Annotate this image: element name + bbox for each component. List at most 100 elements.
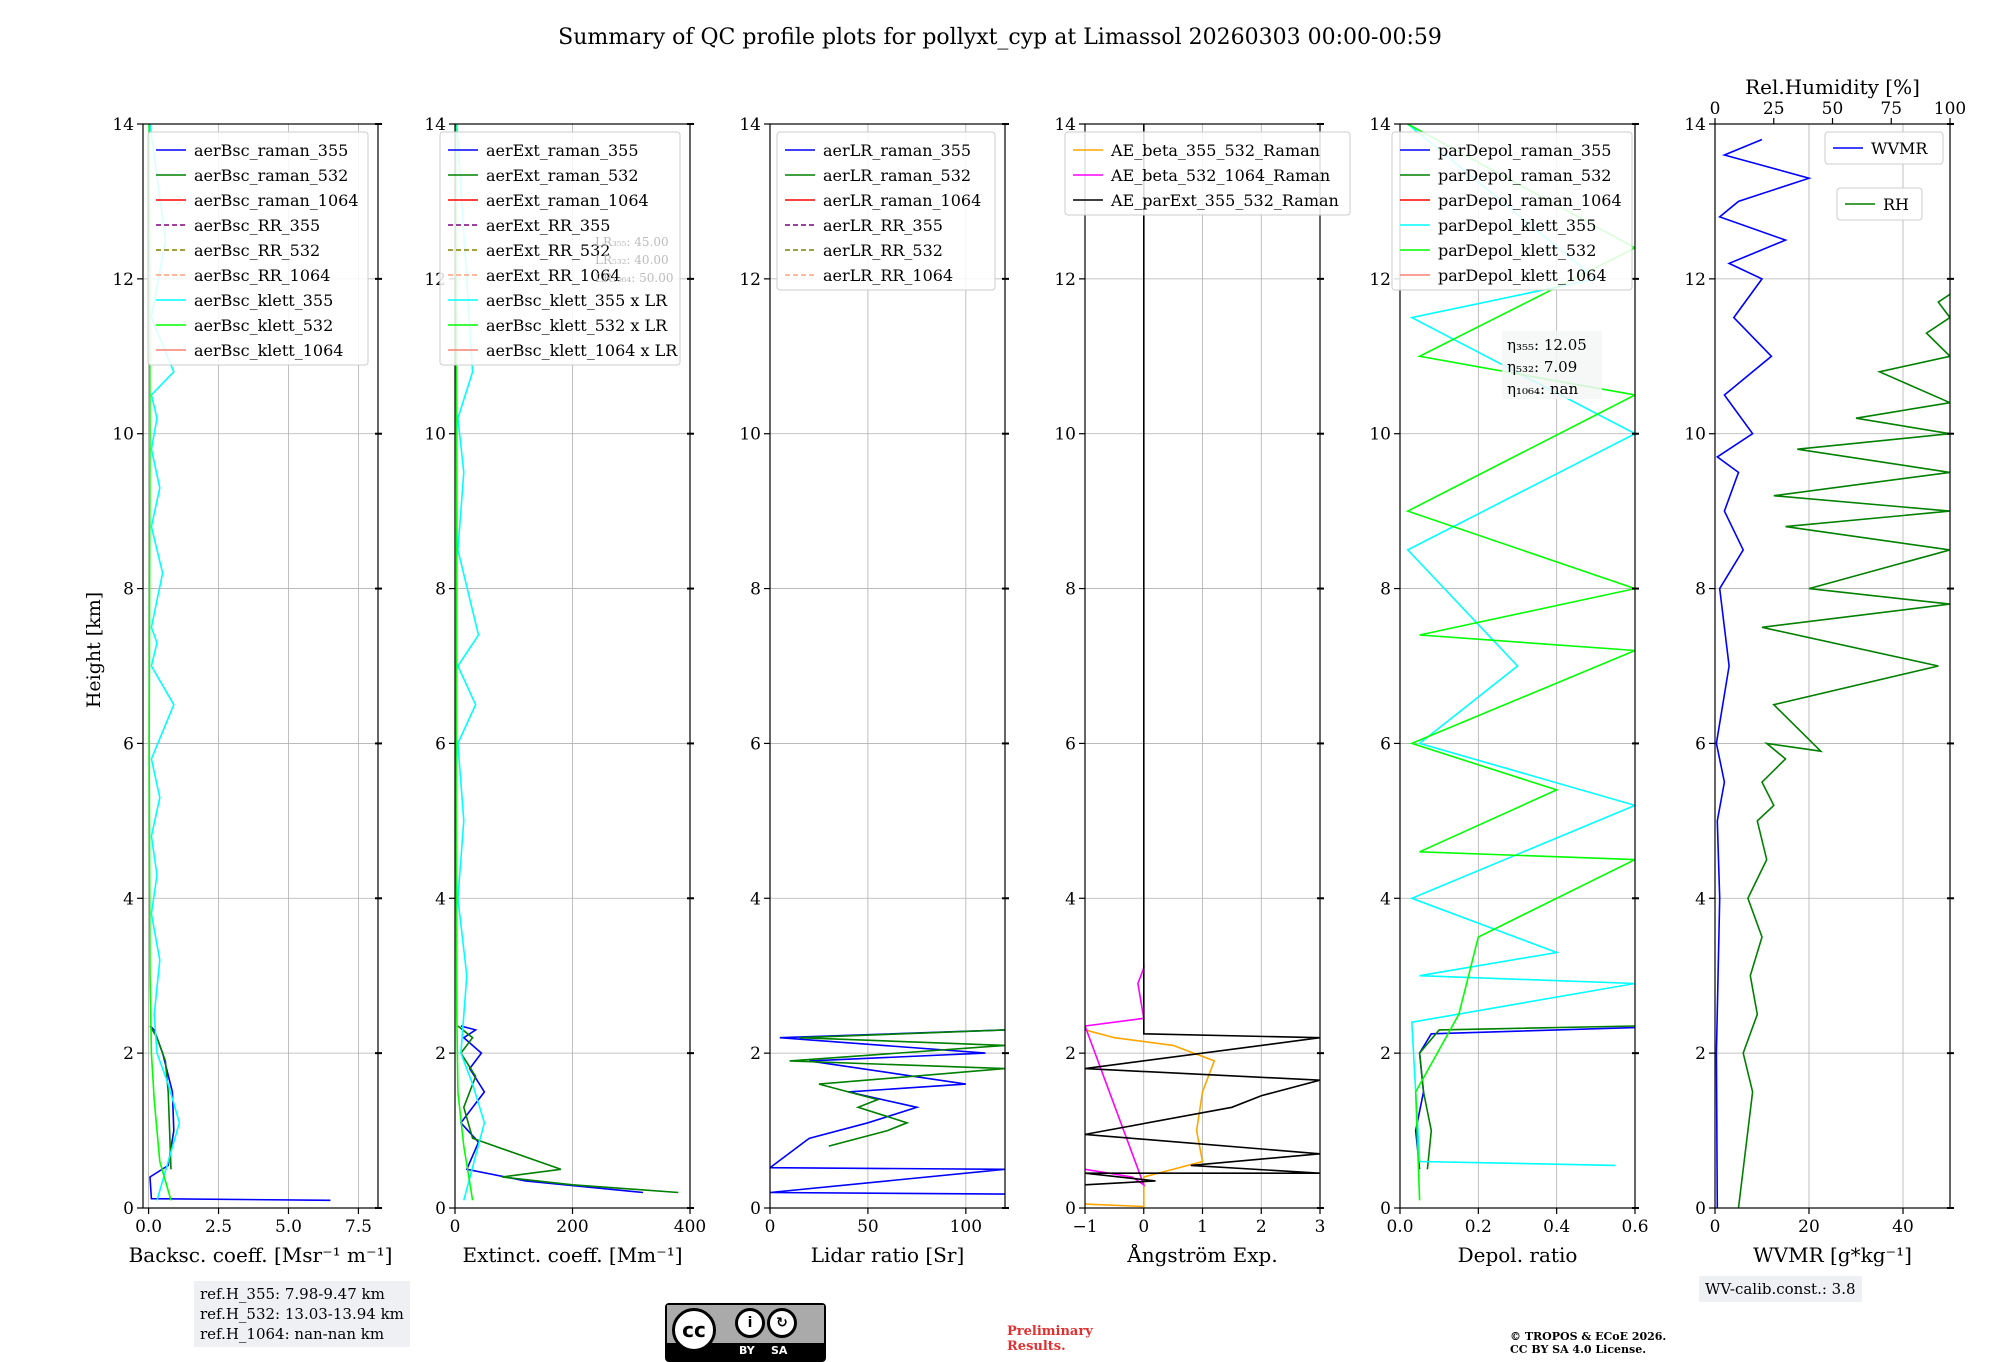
x-tick-label: 3 (1315, 1217, 1326, 1237)
x-axis-label: Extinct. coeff. [Mm⁻¹] (462, 1243, 682, 1267)
y-tick-label: 6 (1065, 734, 1076, 754)
legend-label: aerLR_RR_355 (823, 216, 943, 235)
x-tick-label: 20 (1798, 1217, 1820, 1237)
axes-frame (1714, 123, 1951, 1209)
y-tick-label: 2 (750, 1044, 761, 1064)
y-tick-label: 6 (750, 734, 761, 754)
y-tick-label: 6 (123, 734, 134, 754)
legend: aerExt_raman_355 aerExt_raman_532 aerExt_r… (439, 131, 681, 366)
legend-label: aerExt_raman_355 (486, 141, 639, 160)
series-line-pardepol-raman-355 (1414, 1026, 1635, 1170)
legend-label: aerBsc_klett_1064 x LR (486, 341, 678, 360)
series-line-aerext-raman-532 (457, 1025, 679, 1194)
x-tick-label: 0 (1138, 1217, 1149, 1237)
x-tick-label: 200 (556, 1217, 588, 1237)
legend-label: RH (1883, 195, 1909, 214)
series-line-ae-beta-532-1064-raman (1085, 964, 1146, 1187)
series-line-aerbsc-klett-532 (148, 124, 172, 1201)
eta-annotation: η₃₅₅: 12.05 (1507, 336, 1587, 354)
x-tick-label: 0.0 (135, 1217, 162, 1237)
y-tick-label: 8 (750, 580, 761, 600)
y-tick-label: 4 (1695, 889, 1706, 909)
series-line-rh (1737, 293, 1950, 1208)
share-alike-icon: ↻ (767, 1308, 797, 1338)
y-tick-label: 0 (435, 1199, 446, 1219)
legend-label: aerExt_RR_355 (486, 216, 610, 235)
x-axis-label: Depol. ratio (1458, 1243, 1578, 1267)
y-tick-label: 12 (739, 270, 761, 290)
y-tick-label: 14 (424, 115, 446, 135)
legend-label: aerLR_raman_1064 (823, 191, 981, 210)
x-tick-label: 400 (674, 1217, 706, 1237)
cc-sa-label: SA (771, 1344, 788, 1357)
series-line-ae-beta-355-532-raman (1085, 1029, 1216, 1208)
y-tick-label: 4 (1065, 889, 1076, 909)
y-tick-label: 10 (1054, 425, 1076, 445)
copyright-note: © TROPOS & ECoE 2026. CC BY SA 4.0 Licen… (1510, 1330, 1667, 1356)
y-tick-label: 12 (1684, 270, 1706, 290)
legend-label: aerBsc_RR_532 (194, 241, 320, 260)
ref-height-355: ref.H_355: 7.98-9.47 km (200, 1285, 385, 1303)
series-line-ae-parext-355-532-raman (1085, 124, 1320, 1186)
y-tick-label: 4 (1380, 889, 1391, 909)
y-tick-label: 0 (1695, 1199, 1706, 1219)
y-tick-label: 4 (123, 889, 134, 909)
legend-label: aerBsc_raman_355 (194, 141, 348, 160)
series-group (1085, 124, 1320, 1208)
legend-label: aerBsc_RR_1064 (194, 266, 330, 285)
y-tick-label: 14 (739, 115, 761, 135)
panel-backscatter: 0 2 4 6 8 10 12 14 0.0 2.5 5.0 7.5 Backsc. coeff. [M… (112, 115, 392, 1267)
y-tick-label: 0 (1380, 1199, 1391, 1219)
wv-calib-const: WV-calib.const.: 3.8 (1705, 1280, 1856, 1298)
x-tick-label: 0.2 (1465, 1217, 1492, 1237)
series-group (1715, 138, 1950, 1208)
cc-license-badge: cc i ↻ BY SA (665, 1303, 826, 1362)
legend: aerLR_raman_355 aerLR_raman_532 aerLR_rama… (776, 131, 996, 291)
legend-label: parDepol_klett_1064 (1438, 266, 1607, 285)
series-group (148, 124, 331, 1202)
series-line-pardepol-klett-355 (1406, 124, 1635, 1167)
panel-lidar_ratio: 0 2 4 6 8 10 12 14 0 50 100 Lidar ratio [Sr] aerLR_r… (739, 115, 1009, 1267)
x-axis-label: Lidar ratio [Sr] (811, 1243, 965, 1267)
wv-calib-box: WV-calib.const.: 3.8 (1699, 1276, 1862, 1302)
series-line-aerbsc-klett-532-x-lr (455, 124, 474, 1201)
legend: aerBsc_raman_355 aerBsc_raman_532 aerBsc_r… (147, 131, 369, 366)
legend-label: aerBsc_klett_355 (194, 291, 333, 310)
lr-annotation: LR₁₀₆₄: 50.00 (595, 271, 673, 285)
ref-height-box: ref.H_355: 7.98-9.47 km ref.H_532: 13.03… (194, 1281, 410, 1347)
y-tick-label: 0 (750, 1199, 761, 1219)
legend-label: aerBsc_raman_532 (194, 166, 348, 185)
legend-box (439, 131, 681, 366)
series-line-aerbsc-raman-532 (149, 1025, 172, 1170)
y-tick-label: 14 (1684, 115, 1706, 135)
x-tick-label: −1 (1072, 1217, 1097, 1237)
ref-height-1064: ref.H_1064: nan-nan km (200, 1325, 385, 1343)
top-x-tick-label: 100 (1934, 99, 1966, 119)
cc-by-label: BY (739, 1344, 755, 1357)
y-tick-label: 14 (1054, 115, 1076, 135)
y-tick-label: 8 (1065, 580, 1076, 600)
x-axis-label: Ångström Exp. (1126, 1242, 1277, 1267)
y-tick-label: 0 (1065, 1199, 1076, 1219)
legend-label: aerBsc_klett_355 x LR (486, 291, 668, 310)
attribution-icon: i (735, 1308, 765, 1338)
legend-label: parDepol_raman_532 (1438, 166, 1611, 185)
axes-frame (769, 123, 1006, 1209)
legend-label: parDepol_klett_532 (1438, 241, 1596, 260)
legend-label: aerLR_RR_532 (823, 241, 943, 260)
legend-box (1824, 131, 1944, 165)
y-axis-label: Height [km] (83, 592, 105, 708)
y-tick-label: 6 (435, 734, 446, 754)
legend: AE_beta_355_532_Raman AE_beta_532_1064_Ra… (1064, 131, 1351, 216)
legend-label: AE_beta_532_1064_Raman (1110, 166, 1330, 185)
y-tick-label: 14 (112, 115, 134, 135)
legend: WVMR RH (1824, 131, 1944, 221)
legend-box (147, 131, 369, 366)
y-tick-label: 10 (1369, 425, 1391, 445)
x-tick-label: 1 (1197, 1217, 1208, 1237)
y-tick-label: 14 (1369, 115, 1391, 135)
legend-label: aerLR_raman_532 (823, 166, 971, 185)
